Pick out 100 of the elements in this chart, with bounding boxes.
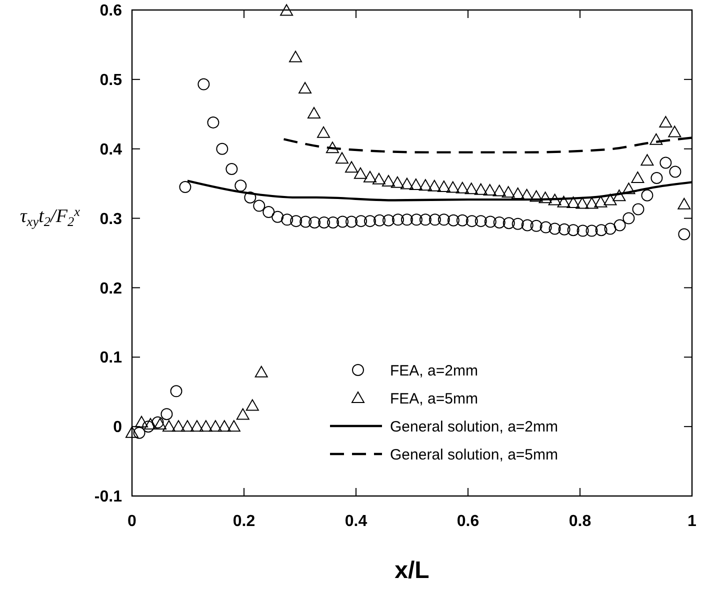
point bbox=[622, 182, 636, 194]
x-tick-label: 1 bbox=[688, 513, 697, 530]
point bbox=[290, 215, 302, 228]
y-tick-label: 0.5 bbox=[100, 72, 122, 90]
y-tick-label: -0.1 bbox=[94, 488, 122, 506]
point bbox=[447, 214, 460, 226]
y-tick-label: 0.2 bbox=[100, 280, 122, 298]
point bbox=[154, 418, 166, 430]
point bbox=[180, 420, 194, 432]
point bbox=[318, 216, 330, 228]
x-tick-label: 0.4 bbox=[344, 513, 368, 530]
point bbox=[400, 214, 413, 226]
point bbox=[364, 215, 376, 228]
point bbox=[538, 192, 552, 204]
point bbox=[236, 408, 250, 420]
point bbox=[659, 116, 672, 128]
point bbox=[126, 426, 138, 438]
x-tick-label: 0.6 bbox=[456, 513, 480, 530]
point bbox=[133, 426, 146, 439]
point bbox=[364, 170, 376, 182]
point bbox=[300, 216, 312, 228]
point bbox=[410, 214, 422, 226]
point bbox=[641, 189, 654, 202]
point bbox=[493, 216, 506, 228]
point bbox=[372, 172, 386, 184]
point bbox=[474, 183, 488, 195]
point bbox=[135, 416, 148, 428]
point bbox=[678, 228, 690, 240]
point bbox=[317, 126, 330, 138]
legend-label: FEA, a=2mm bbox=[390, 362, 478, 380]
point bbox=[308, 106, 320, 118]
point bbox=[456, 214, 468, 226]
point bbox=[492, 184, 506, 196]
point bbox=[548, 222, 561, 235]
point bbox=[576, 197, 589, 209]
point bbox=[612, 190, 626, 202]
point bbox=[502, 186, 515, 198]
point bbox=[272, 210, 284, 223]
point bbox=[632, 203, 644, 216]
point bbox=[456, 182, 469, 194]
point bbox=[170, 385, 182, 398]
point bbox=[244, 191, 256, 204]
point bbox=[604, 194, 617, 206]
point bbox=[650, 133, 663, 145]
point bbox=[298, 82, 312, 94]
point bbox=[595, 224, 608, 236]
point bbox=[336, 152, 348, 164]
point bbox=[289, 50, 302, 62]
point bbox=[484, 216, 496, 228]
point bbox=[327, 216, 340, 228]
point bbox=[622, 212, 635, 224]
point bbox=[382, 174, 395, 186]
point bbox=[502, 217, 515, 230]
point bbox=[640, 154, 654, 166]
point bbox=[483, 184, 496, 196]
point bbox=[254, 366, 268, 378]
x-axis-title: x/L bbox=[394, 557, 430, 584]
point bbox=[668, 126, 682, 138]
point bbox=[346, 216, 358, 228]
point bbox=[409, 178, 422, 190]
point bbox=[557, 196, 570, 208]
point bbox=[207, 116, 220, 128]
point bbox=[162, 420, 176, 432]
point bbox=[466, 215, 478, 228]
point bbox=[160, 408, 173, 420]
point bbox=[428, 180, 441, 192]
point bbox=[678, 198, 691, 210]
point bbox=[345, 161, 358, 173]
point bbox=[336, 216, 349, 228]
point bbox=[566, 196, 580, 208]
point bbox=[437, 180, 450, 192]
point bbox=[179, 181, 192, 194]
point bbox=[660, 156, 672, 169]
point bbox=[446, 181, 460, 193]
point bbox=[227, 420, 240, 432]
point bbox=[382, 214, 394, 226]
point bbox=[246, 399, 259, 411]
point bbox=[326, 142, 339, 154]
x-tick-label: 0.8 bbox=[568, 513, 592, 530]
point bbox=[585, 197, 598, 209]
point bbox=[594, 196, 608, 208]
point bbox=[530, 220, 542, 232]
x-tick-label: 0 bbox=[128, 513, 137, 530]
point bbox=[512, 218, 524, 230]
point bbox=[540, 221, 552, 234]
point bbox=[281, 214, 294, 226]
point bbox=[548, 194, 562, 206]
point bbox=[419, 214, 432, 226]
point bbox=[190, 420, 204, 432]
legend-label: General solution, a=5mm bbox=[390, 446, 558, 464]
point bbox=[614, 219, 626, 232]
y-tick-label: 0 bbox=[113, 419, 122, 436]
point bbox=[152, 416, 164, 428]
point bbox=[262, 206, 275, 218]
point bbox=[392, 214, 404, 226]
legend-label: General solution, a=2mm bbox=[390, 418, 558, 436]
y-tick-label: 0.1 bbox=[100, 350, 122, 367]
point bbox=[521, 219, 534, 232]
y-tick-label: 0.3 bbox=[100, 210, 122, 228]
point bbox=[208, 420, 222, 432]
